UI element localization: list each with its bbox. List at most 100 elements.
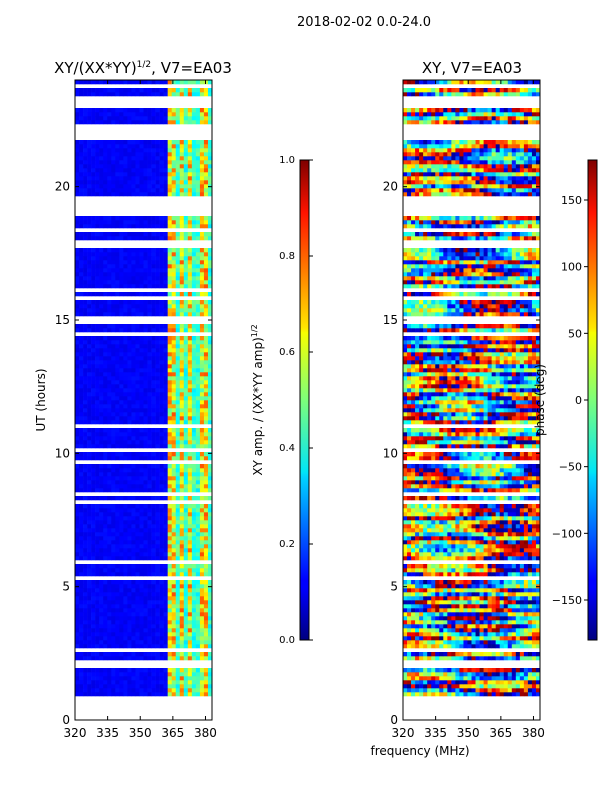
amplitude-cell (179, 656, 185, 661)
amplitude-cell (159, 644, 164, 649)
phase-cell (495, 640, 501, 645)
amplitude-cell (183, 380, 189, 385)
amplitude-cell (135, 416, 140, 421)
amplitude-cell (171, 472, 177, 477)
amplitude-cell (95, 592, 100, 597)
phase-cell (491, 612, 496, 617)
amplitude-cell (175, 376, 181, 381)
amplitude-cell (195, 644, 201, 649)
amplitude-cell (95, 400, 100, 405)
amplitude-cell (99, 528, 104, 533)
amplitude-cell (107, 556, 112, 561)
amplitude-cell (115, 420, 120, 425)
amplitude-cell (143, 364, 148, 369)
phase-cell (515, 616, 521, 621)
amplitude-cell (187, 672, 193, 677)
amplitude-cell (95, 252, 100, 257)
amplitude-cell (179, 616, 185, 621)
amplitude-cell (143, 180, 148, 185)
amplitude-cell (155, 544, 160, 549)
phase-cell (427, 628, 432, 633)
amplitude-cell (115, 384, 120, 389)
amplitude-cell (159, 488, 164, 493)
amplitude-cell (107, 592, 112, 597)
amplitude-cell (127, 440, 132, 445)
amplitude-cell (87, 380, 92, 385)
amplitude-heatmap (75, 80, 213, 697)
amplitude-cell (207, 476, 213, 481)
amplitude-cell (83, 552, 88, 557)
amplitude-cell (195, 432, 201, 437)
amplitude-cell (111, 156, 116, 161)
amplitude-cell (191, 272, 197, 277)
amplitude-cell (187, 172, 193, 177)
amplitude-cell (135, 580, 140, 585)
amplitude-cell (111, 164, 116, 169)
phase-cell (467, 612, 472, 617)
amplitude-cell (115, 596, 120, 601)
amplitude-cell (191, 388, 197, 393)
amplitude-cell (207, 116, 213, 121)
amplitude-cell (147, 168, 152, 173)
amplitude-cell (119, 392, 124, 397)
amplitude-cell (75, 656, 80, 661)
amplitude-cell (195, 156, 201, 161)
amplitude-cell (107, 512, 112, 517)
amplitude-cell (203, 272, 209, 277)
amplitude-cell (123, 632, 128, 637)
amplitude-cell (79, 632, 84, 637)
amplitude-cell (183, 672, 189, 677)
amplitude-cell (163, 592, 168, 597)
amplitude-cell (107, 440, 112, 445)
phase-cell (515, 604, 521, 609)
phase-cell (419, 636, 424, 641)
amplitude-cell (199, 304, 205, 309)
amplitude-cell (87, 80, 92, 85)
amplitude-cell (175, 360, 181, 365)
amplitude-cell (167, 480, 173, 485)
phase-cell (503, 596, 509, 601)
amplitude-cell (111, 224, 116, 229)
amplitude-cell (119, 352, 124, 357)
amplitude-cell (111, 176, 116, 181)
amplitude-cell (119, 304, 124, 309)
amplitude-cell (91, 232, 96, 237)
amplitude-cell (75, 520, 80, 525)
amplitude-cell (207, 628, 213, 633)
amplitude-cell (203, 232, 209, 237)
amplitude-cell (99, 300, 104, 305)
amplitude-cell (143, 472, 148, 477)
amplitude-cell (171, 348, 177, 353)
amplitude-cell (127, 376, 132, 381)
phase-cell (459, 676, 464, 681)
amplitude-cell (175, 148, 181, 153)
amplitude-cell (183, 552, 189, 557)
amplitude-cell (207, 568, 213, 573)
phase-cell (467, 672, 472, 677)
phase-cell (523, 692, 529, 697)
amplitude-cell (191, 92, 197, 97)
amplitude-cell (103, 620, 108, 625)
amplitude-cell (159, 428, 164, 433)
amplitude-cell (103, 180, 108, 185)
phase-cell (427, 688, 432, 693)
amplitude-cell (171, 384, 177, 389)
amplitude-cell (187, 220, 193, 225)
amplitude-cell (107, 504, 112, 509)
amplitude-cell (203, 548, 209, 553)
amplitude-cell (187, 572, 193, 577)
amplitude-cell (159, 604, 164, 609)
amplitude-cell (187, 612, 193, 617)
amplitude-cell (187, 148, 193, 153)
amplitude-cell (91, 532, 96, 537)
amplitude-cell (119, 280, 124, 285)
amplitude-cell (131, 588, 136, 593)
amplitude-cell (111, 192, 116, 197)
amplitude-cell (91, 348, 96, 353)
amplitude-cell (127, 668, 132, 673)
phase-cell (439, 676, 444, 681)
amplitude-cell (91, 392, 96, 397)
amplitude-cell (95, 348, 100, 353)
amplitude-cell (175, 552, 181, 557)
amplitude-cell (83, 556, 88, 561)
